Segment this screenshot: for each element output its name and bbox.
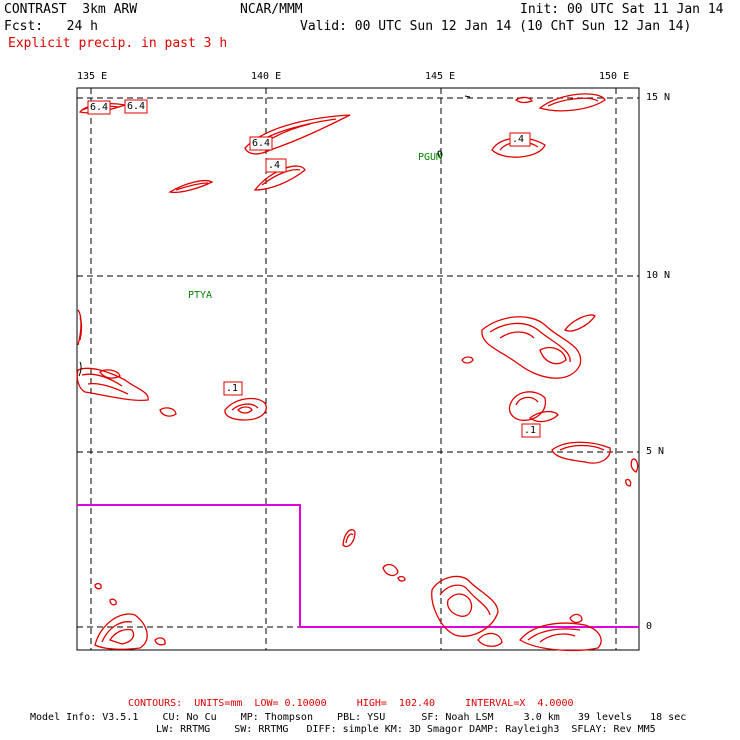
valid-time: Valid: 00 UTC Sun 12 Jan 14 (10 ChT Sun …: [300, 19, 692, 34]
lat-label-0: 0: [646, 621, 653, 632]
lat-label-10n: 10 N: [646, 270, 671, 281]
lon-label-145: 145 E: [425, 71, 456, 82]
forecast-hour: Fcst: 24 h: [4, 19, 98, 34]
contour-label-7: .1: [524, 425, 537, 436]
lon-label-135: 135 E: [77, 71, 108, 82]
coastlines: [78, 95, 471, 377]
organization-label: NCAR/MMM: [240, 2, 303, 17]
lon-label-150: 150 E: [599, 71, 630, 82]
contour-label-3: 6.4: [252, 138, 271, 149]
station-label-pgum: PGUM: [418, 152, 443, 163]
contour-label-2: 6.4: [127, 101, 146, 112]
lat-label-5n: 5 N: [646, 446, 665, 457]
model-info-line-1: Model Info: V3.5.1 CU: No Cu MP: Thompso…: [30, 712, 687, 723]
precip-contours: [76, 93, 639, 652]
init-time: Init: 00 UTC Sat 11 Jan 14: [520, 2, 724, 17]
contour-label-5: .4: [512, 134, 525, 145]
nested-domain-boundary: [77, 504, 639, 628]
contour-label-1: 6.4: [90, 102, 109, 113]
contour-label-4: .4: [268, 160, 281, 171]
model-title: CONTRAST 3km ARW: [4, 2, 138, 17]
contour-label-boxes: [87, 99, 541, 438]
field-title: Explicit precip. in past 3 h: [8, 36, 228, 51]
contours-info: CONTOURS: UNITS=mm LOW= 0.10000 HIGH= 10…: [128, 698, 574, 709]
lat-lon-grid: [77, 88, 639, 650]
lon-label-140: 140 E: [251, 71, 282, 82]
lat-label-15n: 15 N: [646, 92, 671, 103]
station-label-ptya: PTYA: [188, 290, 213, 301]
map-frame: [76, 87, 640, 651]
contour-label-6: .1: [226, 383, 239, 394]
model-info-line-2: LW: RRTMG SW: RRTMG DIFF: simple KM: 3D …: [156, 724, 656, 735]
